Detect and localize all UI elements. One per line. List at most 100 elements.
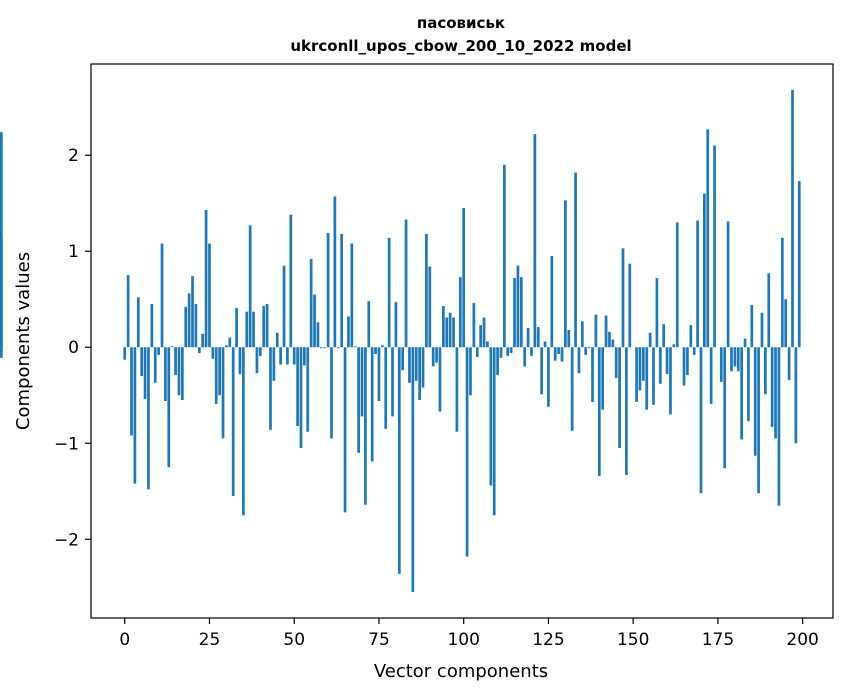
bar [418, 347, 421, 401]
bar [597, 347, 601, 476]
bar [289, 214, 293, 348]
bar [594, 314, 598, 348]
bar [618, 347, 621, 449]
bar [279, 347, 283, 365]
bar [204, 209, 208, 348]
bar [465, 347, 469, 557]
bar [218, 347, 221, 396]
x-tick-label: 50 [283, 630, 305, 650]
bar [543, 341, 547, 348]
bar [774, 347, 777, 439]
bar [160, 243, 164, 348]
chart-title: пасовиськ [417, 14, 505, 32]
x-tick-label: 25 [199, 630, 221, 650]
bar [177, 347, 181, 396]
bar [645, 347, 649, 410]
bar [231, 347, 235, 497]
bar [401, 347, 405, 371]
x-tick-label: 75 [368, 630, 390, 650]
bar [675, 222, 679, 348]
bar [191, 276, 194, 348]
bar [394, 302, 398, 348]
bar [682, 347, 686, 386]
bar [275, 332, 279, 348]
bar [448, 312, 452, 348]
bar [306, 347, 310, 432]
bar [208, 243, 211, 348]
bar [435, 347, 438, 363]
bar [353, 346, 357, 348]
bar [791, 89, 794, 348]
bar [299, 347, 303, 449]
bar [174, 347, 177, 376]
bar [286, 347, 289, 365]
bar [526, 328, 530, 348]
bar [242, 347, 245, 516]
bar [750, 304, 754, 348]
bar [126, 275, 130, 348]
bar [648, 332, 652, 348]
bar [496, 347, 499, 376]
bar [797, 181, 801, 348]
bar [492, 347, 496, 516]
bar [347, 316, 350, 348]
bar [733, 347, 737, 367]
bar [0, 347, 3, 358]
bar [360, 347, 364, 417]
bar [201, 333, 205, 348]
bar [333, 196, 337, 348]
bar [719, 347, 723, 382]
bar [519, 277, 523, 348]
bar [608, 331, 611, 348]
chart-subtitle: ukrconll_upos_cbow_200_10_2022 model [290, 37, 631, 55]
bar [577, 347, 581, 374]
y-tick-label: 0 [68, 338, 79, 358]
bar [604, 315, 608, 348]
bar [442, 305, 445, 348]
bar [252, 311, 255, 348]
bar [411, 347, 415, 593]
bar [784, 299, 788, 348]
bar [730, 347, 733, 372]
y-axis-ticks: −2 −1 0 1 2 [54, 146, 91, 550]
bar [665, 347, 669, 375]
bar [499, 347, 503, 358]
bar [397, 347, 401, 574]
bar [136, 297, 140, 348]
bar [221, 347, 225, 439]
x-axis-label: Vector components [374, 661, 548, 682]
x-tick-label: 200 [786, 630, 818, 650]
bar [713, 145, 716, 348]
bar [560, 347, 564, 362]
bar [167, 347, 171, 468]
bar [570, 347, 574, 431]
plot-frame [90, 63, 834, 619]
bar [726, 221, 730, 348]
bar [736, 347, 740, 372]
bar [367, 301, 371, 348]
bar [587, 347, 591, 349]
bar [692, 347, 696, 355]
bar [143, 347, 147, 400]
bar [428, 266, 432, 348]
bar [591, 347, 594, 402]
bar [438, 347, 442, 412]
bar [635, 347, 638, 402]
bar [540, 347, 544, 395]
bar [431, 347, 435, 367]
bar [760, 312, 764, 348]
bar [133, 347, 137, 484]
bar [699, 347, 703, 494]
bar [475, 347, 479, 357]
bar [235, 307, 238, 348]
bar [662, 324, 666, 348]
bar [184, 306, 188, 348]
bar [374, 347, 377, 354]
bar [516, 265, 520, 348]
bar [764, 347, 767, 395]
bar [740, 347, 743, 440]
bar [380, 345, 384, 348]
bar [211, 347, 215, 359]
bar [157, 347, 160, 355]
bar [472, 303, 476, 348]
